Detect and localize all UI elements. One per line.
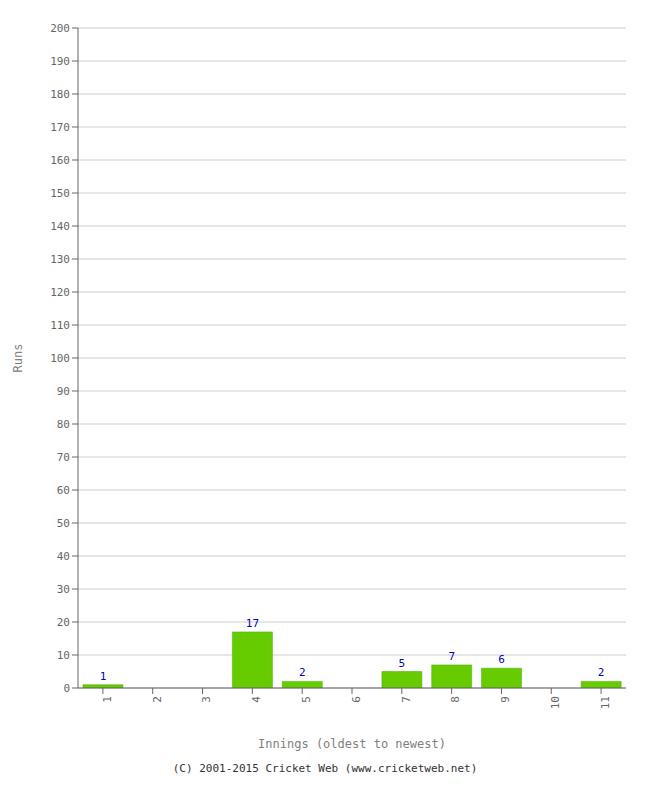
svg-text:7: 7	[400, 696, 413, 703]
svg-text:5: 5	[300, 696, 313, 703]
svg-text:30: 30	[57, 583, 70, 596]
svg-text:130: 130	[50, 253, 70, 266]
svg-text:6: 6	[498, 653, 505, 666]
svg-text:11: 11	[599, 696, 612, 709]
svg-text:40: 40	[57, 550, 70, 563]
svg-text:8: 8	[449, 696, 462, 703]
svg-text:7: 7	[448, 650, 455, 663]
svg-text:170: 170	[50, 121, 70, 134]
svg-text:70: 70	[57, 451, 70, 464]
svg-text:80: 80	[57, 418, 70, 431]
svg-text:160: 160	[50, 154, 70, 167]
svg-text:1: 1	[101, 696, 114, 703]
svg-text:150: 150	[50, 187, 70, 200]
svg-text:17: 17	[246, 617, 259, 630]
svg-text:Innings (oldest to newest): Innings (oldest to newest)	[258, 737, 446, 751]
html-text:(C) 2001-2015 Cricket Web (www: (C) 2001-2015 Cricket Web (www.cricketwe…	[172, 762, 478, 775]
svg-text:140: 140	[50, 220, 70, 233]
svg-text:2: 2	[598, 666, 605, 679]
svg-text:190: 190	[50, 55, 70, 68]
svg-text:4: 4	[250, 696, 263, 703]
svg-text:10: 10	[549, 696, 562, 709]
svg-text:5: 5	[399, 657, 406, 670]
svg-text:6: 6	[350, 696, 363, 703]
svg-text:200: 200	[50, 22, 70, 35]
svg-text:90: 90	[57, 385, 70, 398]
svg-text:9: 9	[499, 696, 512, 703]
svg-text:3: 3	[200, 696, 213, 703]
svg-text:Runs: Runs	[11, 344, 25, 373]
svg-text:10: 10	[57, 649, 70, 662]
svg-text:180: 180	[50, 88, 70, 101]
svg-text:120: 120	[50, 286, 70, 299]
svg-text:2: 2	[299, 666, 306, 679]
svg-text:20: 20	[57, 616, 70, 629]
svg-text:1: 1	[100, 670, 107, 683]
svg-text:0: 0	[63, 682, 70, 695]
svg-text:110: 110	[50, 319, 70, 332]
svg-text:100: 100	[50, 352, 70, 365]
svg-text:2: 2	[151, 696, 164, 703]
svg-text:50: 50	[57, 517, 70, 530]
svg-text:60: 60	[57, 484, 70, 497]
